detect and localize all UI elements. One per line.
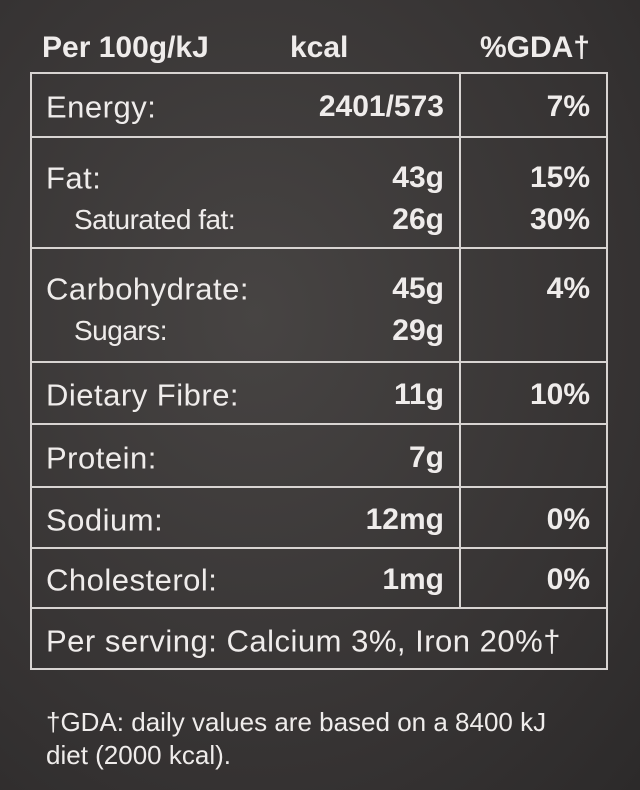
header-kcal: kcal [290,31,349,64]
gda-value: 10% [529,378,590,411]
nutrient-label: Cholesterol: [46,562,218,598]
footnote: †GDA: daily values are based on a 8400 k… [46,707,547,770]
gda-value: 30% [529,203,590,236]
column-divider [459,487,461,548]
nutrient-label: Fat: [46,160,102,196]
column-divider [459,548,461,608]
nutrient-value: 26g [392,203,444,236]
nutrient-label: Carbohydrate: [46,271,249,307]
nutrient-label: Sugars: [74,315,168,346]
row-divider [30,247,606,249]
row-divider [30,136,606,138]
column-divider [459,248,461,362]
column-divider [459,137,461,248]
gda-value: 4% [546,272,590,305]
footer-serving: Per serving: Calcium 3%, Iron 20%† [46,623,561,659]
header-gda: %GDA† [479,31,590,64]
nutrient-value: 43g [392,161,444,194]
table-border [30,72,608,670]
nutrient-value: 29g [392,314,444,347]
row-divider [30,361,606,363]
nutrient-value: 11g [393,378,444,411]
row-divider [30,547,606,549]
gda-value: 15% [529,161,590,194]
nutrient-value: 1mg [382,563,444,596]
row-divider [30,486,606,488]
nutrient-value: 45g [392,272,444,305]
nutrient-label: Saturated fat: [74,204,236,235]
row-divider [30,423,606,425]
nutrient-value: 7g [408,440,444,474]
nutrient-label: Energy: [46,89,157,125]
nutrient-label: Sodium: [46,502,164,537]
row-divider [30,607,606,609]
nutrient-value: 12mg [365,502,444,536]
nutrient-value: 2401/573 [318,90,444,123]
nutrient-label: Protein: [46,440,157,475]
column-divider [459,424,461,487]
header-per: Per 100g/kJ [42,31,209,64]
gda-value: 0% [546,563,590,596]
column-divider [459,362,461,424]
gda-value: 7% [546,90,590,123]
gda-value: 0% [546,502,590,536]
nutrient-label: Dietary Fibre: [46,377,240,413]
column-divider [459,73,461,137]
